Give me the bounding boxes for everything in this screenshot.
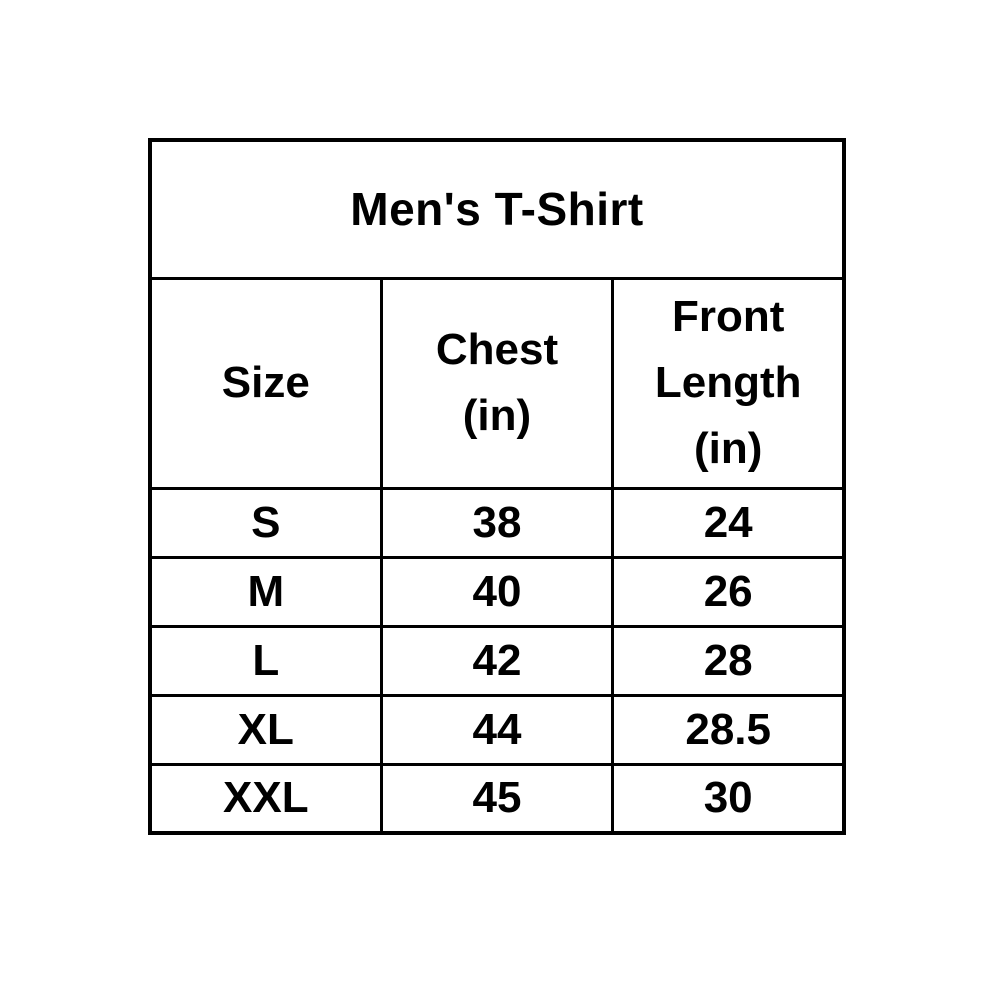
- header-line: (in): [693, 424, 763, 473]
- cell-size: XXL: [148, 762, 383, 835]
- size-chart-table: Men's T-Shirt Size Chest (in) Front Leng…: [148, 138, 846, 835]
- cell-chest: 42: [379, 624, 615, 697]
- table-row-m: M 40 26: [148, 555, 846, 628]
- cell-front-length: 26: [611, 555, 846, 628]
- cell-front-length: 30: [611, 762, 846, 835]
- cell-size: XL: [148, 693, 383, 766]
- header-row: Size Chest (in) Front Length (in): [148, 276, 846, 490]
- cell-chest: 44: [379, 693, 615, 766]
- cell-size: M: [148, 555, 383, 628]
- column-header-size: Size: [148, 276, 383, 490]
- header-line: Length: [654, 358, 802, 407]
- table-row-l: L 42 28: [148, 624, 846, 697]
- table-row-xl: XL 44 28.5: [148, 693, 846, 766]
- table-row-xxl: XXL 45 30: [148, 762, 846, 835]
- header-line: (in): [462, 391, 532, 440]
- cell-chest: 38: [379, 486, 615, 559]
- table-row-s: S 38 24: [148, 486, 846, 559]
- header-line: Size: [221, 358, 310, 407]
- title-row: Men's T-Shirt: [148, 138, 846, 280]
- column-header-front-length: Front Length (in): [611, 276, 846, 490]
- column-header-chest: Chest (in): [379, 276, 615, 490]
- header-line: Chest: [435, 325, 559, 374]
- cell-chest: 40: [379, 555, 615, 628]
- cell-chest: 45: [379, 762, 615, 835]
- cell-size: S: [148, 486, 383, 559]
- cell-size: L: [148, 624, 383, 697]
- cell-front-length: 28: [611, 624, 846, 697]
- cell-front-length: 24: [611, 486, 846, 559]
- table-title: Men's T-Shirt: [148, 138, 846, 280]
- header-line: Front: [671, 292, 785, 341]
- cell-front-length: 28.5: [611, 693, 846, 766]
